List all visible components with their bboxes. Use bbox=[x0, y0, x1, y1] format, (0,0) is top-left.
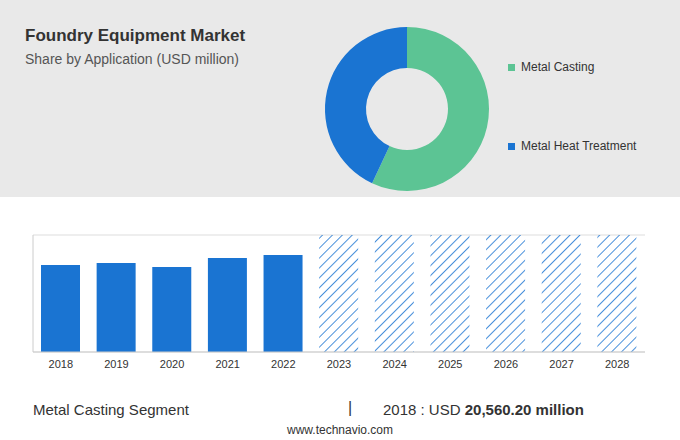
svg-text:2023: 2023 bbox=[327, 358, 351, 370]
svg-text:2026: 2026 bbox=[494, 358, 518, 370]
svg-text:2020: 2020 bbox=[160, 358, 184, 370]
html-text:2018 : USD 20,560.20 million: 2018 : USD 20,560.20 million bbox=[383, 401, 584, 418]
html-text:www.technavio.com: www.technavio.com bbox=[287, 423, 393, 437]
html-text:Foundry Equipment Market: Foundry Equipment Market bbox=[25, 26, 246, 45]
html-text:Share by Application (USD mill: Share by Application (USD million) bbox=[25, 51, 239, 67]
svg-text:2018: 2018 bbox=[49, 358, 73, 370]
svg-text:2027: 2027 bbox=[549, 358, 573, 370]
svg-text:2021: 2021 bbox=[215, 358, 239, 370]
html-text:Metal Casting Segment: Metal Casting Segment bbox=[33, 401, 189, 418]
svg-text:2022: 2022 bbox=[271, 358, 295, 370]
svg-text:2025: 2025 bbox=[438, 358, 462, 370]
svg-text:2019: 2019 bbox=[104, 358, 128, 370]
svg-text:2028: 2028 bbox=[605, 358, 629, 370]
html-text:Metal Casting: Metal Casting bbox=[521, 60, 595, 74]
html-text:Metal Heat Treatment: Metal Heat Treatment bbox=[521, 139, 637, 153]
svg-text:2024: 2024 bbox=[382, 358, 406, 370]
